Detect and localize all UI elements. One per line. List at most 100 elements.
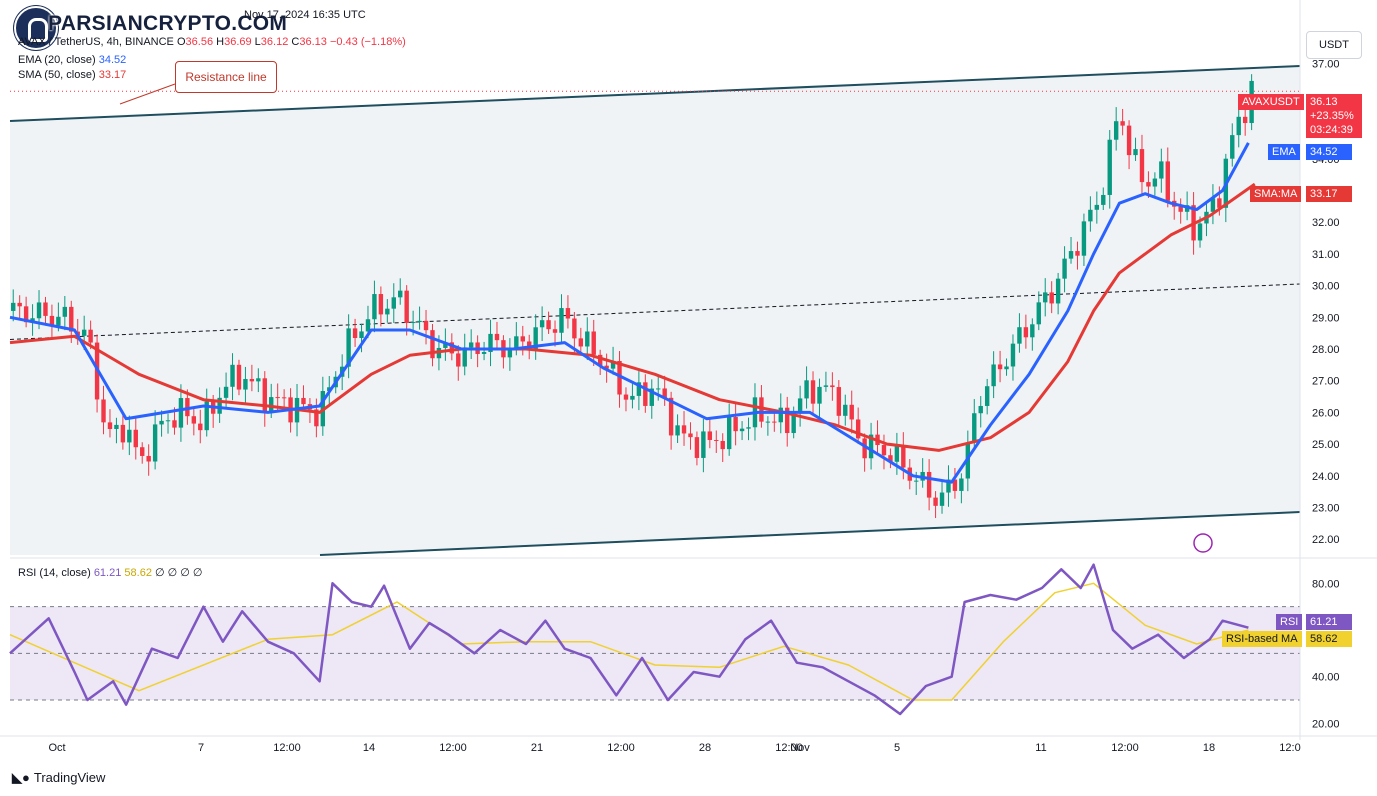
candle-body [107,422,113,430]
candle-body [597,354,603,366]
candle-body [630,395,635,400]
resistance-line [9,65,1301,122]
open-label: O [176,36,186,48]
candle-body [385,308,390,315]
candle-body [1075,251,1080,256]
symbol-name: AVAX / TetherUS, 4h, BINANCE [18,36,174,48]
rsi-ma-line [9,582,1249,701]
candle-body [365,319,371,332]
candle-body [1030,324,1035,338]
candle-body [488,333,493,353]
candle-body [585,331,590,347]
candle-body [1068,251,1074,259]
tv-text: TradingView [33,770,106,785]
candle-body [398,290,403,298]
midline-dashed [9,283,1301,340]
candle-body [43,302,48,316]
candle-body [468,342,474,348]
candle-body [88,329,93,343]
x-tick-label: 11 [1035,742,1046,754]
candle-body [694,437,700,458]
lightning-icon [1193,533,1213,553]
candle-body [668,397,674,436]
close-label: C [291,36,300,48]
candle-body [62,306,68,317]
tradingview-logo[interactable]: ◣● TradingView [12,770,105,786]
candle-body [372,294,377,320]
candle-body [378,294,384,315]
candle-body [617,361,622,395]
candle-body [610,361,616,369]
candle-body [533,327,538,350]
candle-body [810,380,816,404]
ema-legend[interactable]: EMA (20, close) 34.52 [18,54,126,66]
candle-body [391,297,396,309]
candle-body [881,445,887,456]
candle-body [952,479,958,491]
candle-body [140,447,145,456]
rsi-tag: RSI [1276,614,1303,630]
candle-body [1043,292,1048,303]
candle-body [17,302,22,307]
sma-price-tag: 33.17 [1306,186,1352,202]
resistance-callout[interactable]: Resistance line [175,61,277,93]
candle-body [443,342,448,348]
candle-body [256,378,261,382]
candle-body [1165,161,1170,201]
candle-body [456,353,461,367]
rsi-legend-label: RSI (14, close) [18,567,91,579]
candle-body [133,429,138,448]
x-tick-label: 12:00 [1111,742,1139,754]
ema-legend-label: EMA (20, close) [18,54,96,66]
candle-body [1049,292,1054,304]
candle-body [623,394,629,400]
candle-body [417,320,422,323]
candle-body [1010,343,1016,367]
candle-body [759,397,764,422]
candle-body [1159,161,1164,179]
candle-body [1120,121,1125,126]
x-tick-label: 18 [1203,742,1215,754]
x-tick-label: 7 [198,742,204,754]
currency-button[interactable]: USDT [1306,31,1362,59]
candle-body [520,336,525,342]
candle-body [120,424,126,443]
price-tick-label: 28.00 [1312,344,1340,356]
candle-body [1242,116,1248,124]
candle-body [604,365,609,369]
rsi-legend[interactable]: RSI (14, close) 61.21 58.62 ∅ ∅ ∅ ∅ [18,566,203,579]
candle-body [746,427,751,429]
candle-body [217,397,222,414]
callout-pointer [119,83,176,105]
candle-body [236,364,242,390]
sma-legend[interactable]: SMA (50, close) 33.17 [18,69,126,81]
candle-body [836,387,842,416]
candle-body [223,386,229,398]
candle-body [572,318,577,339]
candle-body [11,302,16,311]
candle-body [656,388,661,390]
price-tick-label: 29.00 [1312,312,1340,324]
candle-body [301,397,306,405]
candle-body [565,308,571,319]
candle-body [739,428,745,432]
candle-body [1133,149,1138,156]
sma-tag: SMA:MA [1250,186,1302,202]
candle-body [804,380,809,399]
candle-body [346,328,351,367]
candle-body [939,492,945,506]
candle-body [552,329,558,333]
candle-body [494,333,500,341]
support-line [319,511,1301,556]
ema-line [9,142,1250,484]
ema-tag: EMA [1268,144,1300,160]
candle-body [1126,125,1132,156]
candle-body [178,398,184,428]
rsi-ma-tag: RSI-based MA [1222,631,1302,647]
candle-body [1152,178,1158,187]
candle-body [249,378,255,382]
candle-body [733,416,738,432]
rsi-line [9,563,1249,716]
candle-body [101,399,106,423]
